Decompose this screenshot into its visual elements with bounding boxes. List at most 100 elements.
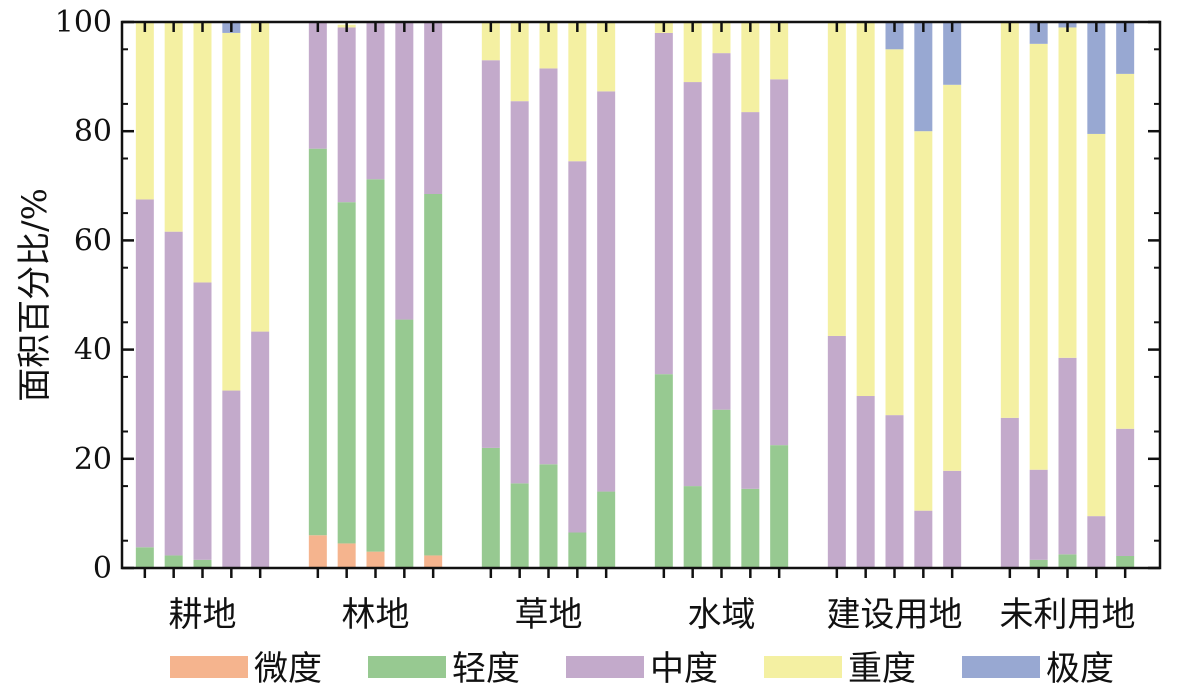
bar-segment: [1000, 22, 1019, 418]
legend: 微度 轻度 中度 重度 极度: [170, 649, 1114, 689]
bar-segment: [308, 22, 327, 149]
legend-label: 中度: [650, 649, 718, 689]
bar-segment: [135, 547, 154, 568]
bar-segment: [1058, 27, 1077, 358]
bar-segment: [222, 32, 241, 391]
bar-segment: [193, 559, 212, 568]
bar-segment: [510, 483, 529, 568]
bar-segment: [135, 22, 154, 200]
bar-segment: [1029, 22, 1048, 44]
x-category-label: 水域: [688, 595, 756, 635]
bar-segment: [395, 319, 414, 568]
legend-label: 极度: [1046, 649, 1114, 689]
bar-segment: [683, 486, 702, 568]
bar-segment: [164, 231, 183, 556]
y-axis-title: 面积百分比/%: [15, 188, 55, 402]
bar-segment: [366, 551, 385, 568]
bar-segment: [654, 374, 673, 568]
bar-segment: [337, 543, 356, 568]
bar-segment: [741, 112, 760, 489]
bar-segment: [424, 22, 443, 194]
bar-segment: [597, 491, 616, 568]
bar-segment: [424, 555, 443, 568]
x-category-label: 耕地: [169, 595, 237, 635]
bar-segment: [943, 22, 962, 85]
legend-swatch: [764, 656, 842, 678]
bar-segment: [1029, 469, 1048, 560]
bar-segment: [539, 68, 558, 465]
bar-segment: [741, 488, 760, 568]
bar-segment: [251, 331, 270, 568]
y-tick-label: 80: [74, 114, 112, 149]
bar-segment: [885, 22, 904, 50]
bar-segment: [395, 22, 414, 320]
bar-segment: [481, 22, 500, 61]
bar-segment: [193, 22, 212, 283]
bar-segment: [510, 101, 529, 484]
bar-segment: [914, 22, 933, 132]
bar-segment: [597, 22, 616, 92]
bar-segment: [1029, 559, 1048, 568]
bar-segment: [539, 464, 558, 568]
ticks-layer: [122, 20, 1160, 578]
legend-label: 重度: [848, 649, 916, 689]
bar-segment: [1087, 22, 1106, 134]
bar-segment: [337, 27, 356, 203]
bar-segment: [193, 282, 212, 560]
bar-segment: [856, 22, 875, 397]
bar-segment: [943, 84, 962, 471]
bars-layer: [135, 22, 1135, 568]
bar-segment: [1116, 428, 1135, 556]
bar-segment: [712, 409, 731, 568]
bar-segment: [827, 335, 846, 568]
legend-swatch: [566, 656, 644, 678]
bar-segment: [481, 447, 500, 568]
y-tick-label: 60: [74, 223, 112, 258]
plot-frame: [120, 20, 1162, 570]
bar-segment: [827, 22, 846, 336]
bar-segment: [366, 179, 385, 552]
bar-segment: [135, 199, 154, 548]
bar-segment: [770, 445, 789, 568]
bar-segment: [683, 22, 702, 83]
labels-layer: 0 20 40 60 80 100 面积百分比/% 耕地 林地 草地 水域 建设用地 未利用地: [15, 5, 1136, 635]
x-category-label: 建设用地: [827, 595, 963, 635]
bar-segment: [1058, 554, 1077, 568]
y-tick-label: 20: [74, 442, 112, 477]
bar-segment: [481, 60, 500, 448]
bar-segment: [770, 79, 789, 446]
bar-segment: [1116, 73, 1135, 429]
bar-segment: [770, 22, 789, 80]
bar-segment: [568, 532, 587, 568]
legend-label: 微度: [254, 649, 322, 689]
y-tick-label: 0: [93, 551, 112, 586]
bar-segment: [943, 470, 962, 568]
x-category-label: 林地: [342, 595, 410, 635]
legend-swatch: [170, 656, 248, 678]
bar-segment: [914, 131, 933, 511]
bar-segment: [1087, 133, 1106, 517]
bar-segment: [337, 202, 356, 544]
bar-segment: [741, 22, 760, 113]
bar-segment: [568, 161, 587, 533]
bar-segment: [251, 22, 270, 332]
bar-segment: [914, 510, 933, 568]
bar-segment: [1058, 357, 1077, 555]
bar-segment: [683, 82, 702, 487]
bar-segment: [366, 22, 385, 180]
bar-segment: [597, 91, 616, 492]
bar-segment: [164, 555, 183, 568]
y-tick-label: 40: [74, 333, 112, 368]
bar-segment: [164, 22, 183, 232]
bar-segment: [654, 32, 673, 375]
bar-segment: [885, 415, 904, 568]
bar-segment: [712, 53, 731, 410]
bar-segment: [308, 148, 327, 536]
bar-segment: [1116, 555, 1135, 568]
bar-segment: [510, 22, 529, 102]
bar-segment: [1029, 43, 1048, 470]
bar-segment: [1000, 417, 1019, 568]
legend-swatch: [962, 656, 1040, 678]
x-category-label: 草地: [515, 595, 583, 635]
